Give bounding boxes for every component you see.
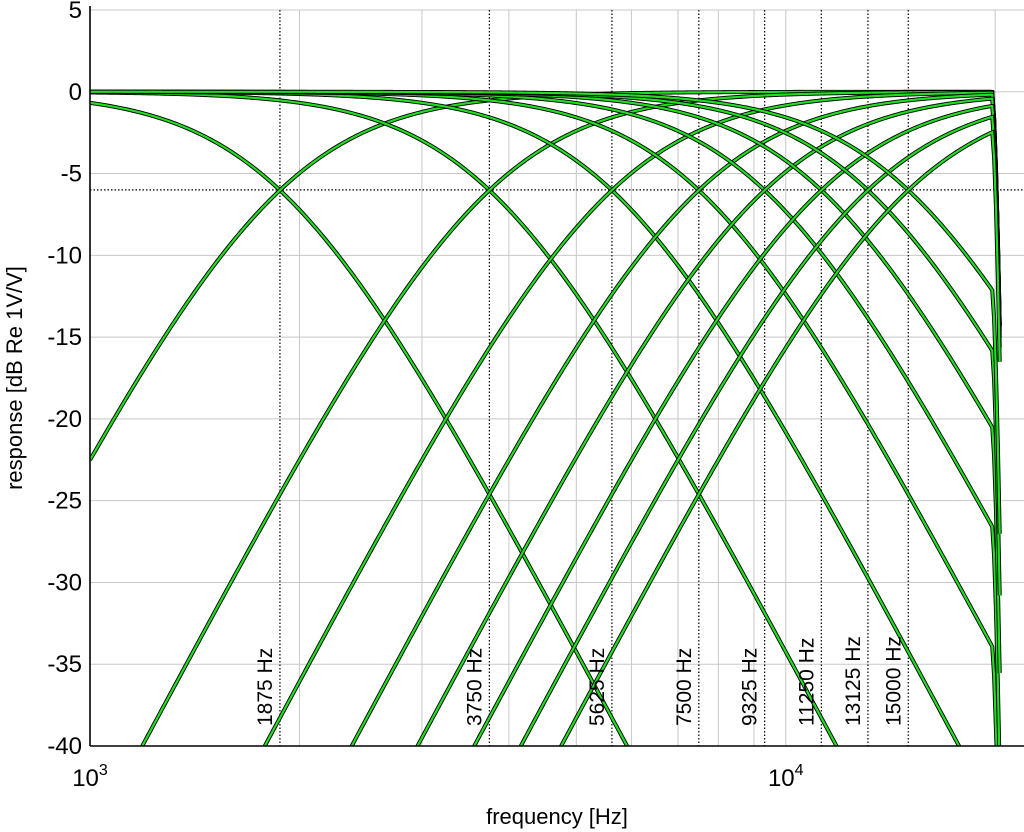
- crossover-label: 7500 Hz: [673, 648, 696, 726]
- lowpass-15000-model: [90, 90, 1001, 534]
- crossover-label: 15000 Hz: [882, 636, 905, 726]
- highpass-15000-model: [559, 130, 1001, 746]
- lowpass-1875-model: [90, 101, 629, 746]
- crossover-label: 3750 Hz: [463, 648, 486, 726]
- y-tick-labels: 5 0 -5 -10 -15 -20 -25 -30 -35 -40: [47, 0, 82, 760]
- x-tick-label: 104: [768, 762, 804, 792]
- lowpass-11250-measured: [90, 89, 1002, 674]
- lowpass-11250-model: [90, 90, 1001, 673]
- y-tick-label: -10: [47, 242, 82, 269]
- lowpass-13125-model: [90, 90, 1001, 596]
- highpass-7500-model: [350, 93, 1001, 746]
- highpass-13125-model: [519, 115, 1001, 746]
- y-tick-label: -30: [47, 569, 82, 596]
- highpass-11250-model: [472, 104, 1001, 746]
- highpass-9325-model: [416, 97, 1001, 746]
- x-axis-label: frequency [Hz]: [486, 804, 628, 829]
- crossover-label: 9325 Hz: [739, 648, 762, 726]
- y-tick-label: -20: [47, 406, 82, 433]
- y-tick-label: 0: [69, 79, 82, 106]
- crossover-label: 5625 Hz: [586, 648, 609, 726]
- y-tick-label: -40: [47, 733, 82, 760]
- y-tick-label: 5: [69, 0, 82, 24]
- axes: [89, 6, 1024, 747]
- y-tick-label: -25: [47, 488, 82, 515]
- crossover-label: 13125 Hz: [842, 636, 865, 726]
- lowpass-3750-model: [90, 91, 838, 746]
- x-tick-label: 103: [72, 762, 108, 792]
- y-tick-label: -35: [47, 651, 82, 678]
- highpass-5625-model: [263, 91, 1001, 746]
- crossover-label: 11250 Hz: [795, 638, 818, 726]
- highpass-3750-model: [141, 90, 1001, 746]
- y-axis-label: response [dB Re 1V/V]: [2, 266, 27, 490]
- lowpass-13125-measured: [90, 89, 1002, 596]
- y-tick-label: -15: [47, 324, 82, 351]
- crossover-annotations: 1875 Hz 3750 Hz 5625 Hz 7500 Hz 9325 Hz 11250…: [254, 636, 905, 726]
- x-tick-labels: 103 104: [72, 762, 803, 792]
- crossover-label: 1875 Hz: [254, 648, 277, 726]
- y-tick-label: -5: [61, 161, 82, 188]
- curves: [90, 89, 1002, 746]
